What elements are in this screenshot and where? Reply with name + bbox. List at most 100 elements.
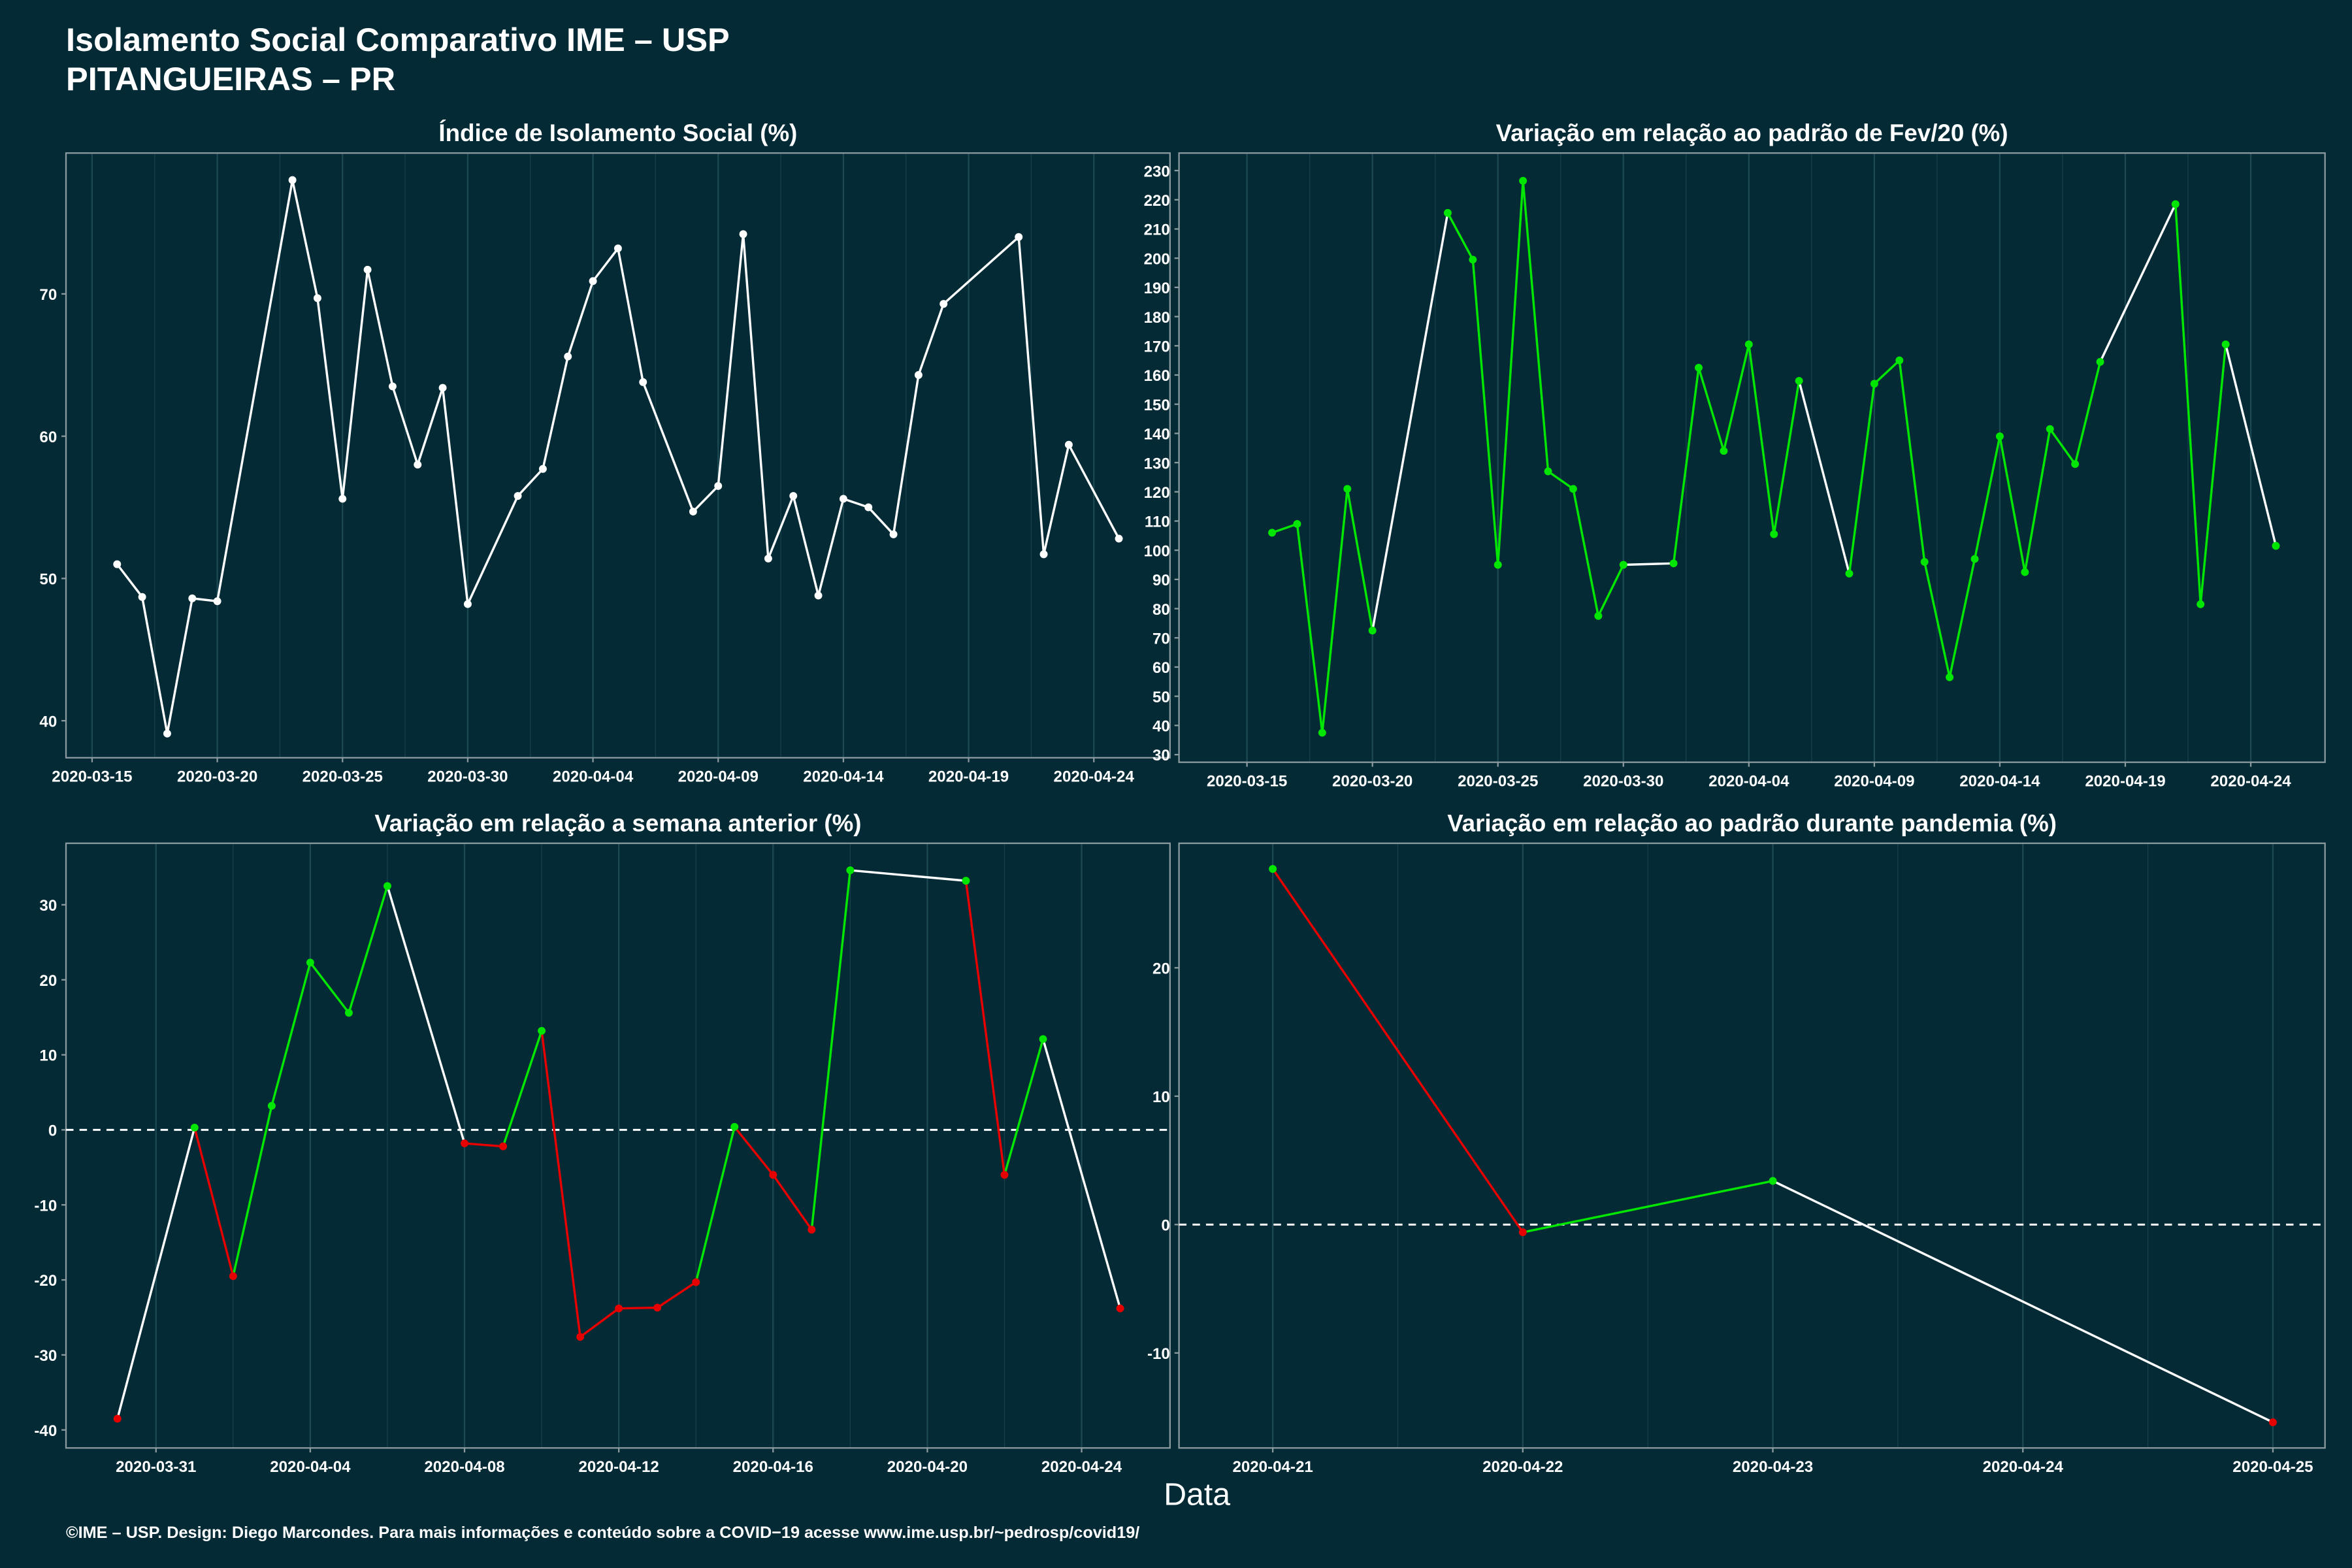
data-point bbox=[1518, 1228, 1527, 1237]
data-point bbox=[1115, 534, 1123, 543]
line-segment bbox=[617, 248, 644, 383]
line-segment bbox=[1271, 868, 1524, 1233]
line-segment bbox=[193, 1127, 235, 1277]
y-tick-label: 230 bbox=[1144, 163, 1170, 180]
data-point bbox=[1039, 550, 1048, 559]
data-point bbox=[113, 1414, 122, 1423]
data-point bbox=[1469, 255, 1477, 264]
y-tick-label: 190 bbox=[1144, 280, 1170, 297]
data-point bbox=[914, 371, 923, 379]
y-tick-label: 210 bbox=[1144, 221, 1170, 239]
line-segment bbox=[1697, 367, 1725, 451]
data-point bbox=[846, 866, 855, 875]
data-point bbox=[463, 600, 472, 608]
line-segment bbox=[1547, 470, 1574, 490]
line-segment bbox=[642, 382, 694, 512]
data-point bbox=[113, 560, 122, 568]
data-point bbox=[962, 877, 970, 885]
y-tick-label: 40 bbox=[1152, 718, 1170, 736]
x-tick-label: 2020-04-20 bbox=[887, 1458, 968, 1476]
data-point bbox=[1870, 380, 1878, 388]
data-point bbox=[1519, 176, 1527, 185]
data-point bbox=[1920, 558, 1929, 566]
line-segment bbox=[1948, 559, 1976, 678]
x-tick-label: 2020-03-15 bbox=[52, 768, 132, 786]
line-segment bbox=[366, 269, 394, 387]
y-tick-label: 10 bbox=[1152, 1088, 1170, 1106]
x-tick-label: 2020-04-24 bbox=[1983, 1458, 2064, 1476]
line-segment bbox=[867, 506, 894, 536]
data-point bbox=[1293, 519, 1301, 528]
data-point bbox=[653, 1303, 662, 1312]
line-segment bbox=[692, 485, 719, 513]
data-point bbox=[538, 465, 547, 473]
data-point bbox=[589, 277, 597, 286]
x-tick-label: 2020-04-14 bbox=[803, 768, 884, 786]
line-segment bbox=[1068, 444, 1120, 540]
line-segment bbox=[542, 356, 569, 470]
data-point bbox=[1769, 1177, 1777, 1185]
line-segment bbox=[917, 303, 945, 376]
panel-title: Variação em relação ao padrão de Fev/20 … bbox=[1496, 120, 2008, 146]
panel-frame bbox=[1178, 152, 2326, 763]
data-point bbox=[613, 244, 622, 253]
x-tick-label: 2020-03-30 bbox=[1583, 772, 1663, 790]
y-tick-label: 160 bbox=[1144, 367, 1170, 385]
line-segment bbox=[502, 1030, 543, 1147]
y-tick-label: 10 bbox=[39, 1047, 57, 1065]
y-tick-label: 120 bbox=[1144, 484, 1170, 502]
x-tick-label: 2020-04-16 bbox=[733, 1458, 813, 1476]
y-tick-label: -30 bbox=[34, 1347, 57, 1365]
line-segment bbox=[464, 1142, 504, 1148]
data-point bbox=[939, 300, 948, 308]
data-point bbox=[1995, 432, 2004, 440]
data-point bbox=[1368, 627, 1377, 635]
line-segment bbox=[1848, 384, 1876, 574]
x-tick-label: 2020-04-21 bbox=[1232, 1458, 1313, 1476]
line-segment bbox=[1873, 359, 1901, 385]
y-tick-label: 20 bbox=[39, 972, 57, 990]
line-segment bbox=[1722, 344, 1750, 451]
line-segment bbox=[166, 598, 193, 734]
line-segment bbox=[270, 962, 312, 1107]
data-point bbox=[864, 503, 873, 512]
line-segment bbox=[2199, 344, 2227, 605]
line-segment bbox=[341, 269, 369, 499]
x-tick-label: 2020-04-04 bbox=[270, 1458, 351, 1476]
data-point bbox=[1895, 356, 1904, 365]
line-segment bbox=[192, 597, 218, 602]
data-point bbox=[383, 882, 391, 890]
y-tick-label: -10 bbox=[1147, 1345, 1170, 1363]
data-point bbox=[1544, 467, 1552, 476]
y-tick-label: 80 bbox=[1152, 601, 1170, 619]
data-point bbox=[344, 1009, 353, 1017]
line-segment bbox=[694, 1126, 736, 1282]
data-point bbox=[615, 1304, 623, 1313]
line-segment bbox=[1797, 380, 1851, 574]
x-tick-label: 2020-04-09 bbox=[1834, 772, 1914, 790]
x-tick-label: 2020-04-04 bbox=[1708, 772, 1789, 790]
line-segment bbox=[810, 870, 852, 1230]
line-segment bbox=[1017, 237, 1045, 555]
x-tick-label: 2020-03-20 bbox=[1332, 772, 1413, 790]
line-segment bbox=[540, 1030, 581, 1337]
line-segment bbox=[517, 468, 544, 497]
line-segment bbox=[140, 596, 169, 734]
y-tick-label: 200 bbox=[1144, 250, 1170, 268]
x-tick-label: 2020-03-25 bbox=[1458, 772, 1538, 790]
x-tick-label: 2020-03-20 bbox=[177, 768, 257, 786]
data-point bbox=[1269, 865, 1277, 873]
data-point bbox=[388, 382, 397, 391]
x-tick-label: 2020-04-08 bbox=[424, 1458, 504, 1476]
x-tick-label: 2020-04-12 bbox=[578, 1458, 659, 1476]
main-subtitle: PITANGUEIRAS – PR bbox=[66, 60, 395, 97]
data-point bbox=[2197, 600, 2205, 608]
line-segment bbox=[767, 495, 794, 559]
data-point bbox=[499, 1142, 508, 1151]
y-tick-label: 50 bbox=[1152, 689, 1170, 706]
data-point bbox=[363, 265, 372, 274]
panel-frame bbox=[65, 152, 1171, 759]
main-title: Isolamento Social Comparativo IME – USP bbox=[66, 21, 730, 58]
y-tick-label: -20 bbox=[34, 1272, 57, 1290]
data-point bbox=[1695, 363, 1703, 372]
